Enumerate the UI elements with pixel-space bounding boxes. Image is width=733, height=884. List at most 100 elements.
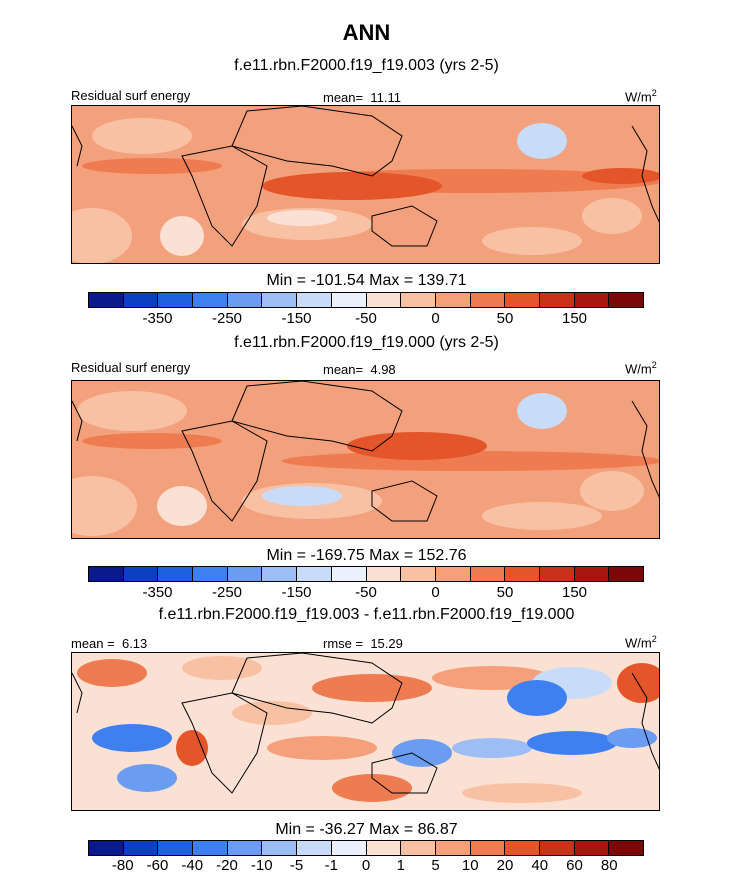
panel-3-colorbar-cell — [331, 841, 367, 855]
panel-2-colorbar-cell — [262, 567, 298, 581]
panel-3-rmse: rmse = 15.29 — [323, 636, 403, 651]
panel-1-colorbar-cell — [331, 293, 367, 307]
panel-2-colorbar-cell — [158, 567, 194, 581]
panel-2-colorbar-cell — [331, 567, 367, 581]
panel-1-units: W/m2 — [625, 88, 657, 105]
panel-2-title: f.e11.rbn.F2000.f19_f19.000 (yrs 2-5) — [234, 334, 499, 351]
panel-2-colorbar-label: 150 — [561, 584, 588, 601]
panel-2-units: W/m2 — [625, 360, 657, 377]
panel-3-colorbar-labels: -80 -60 -40 -20 -10 -5 -1 0 1 5 10 20 40 60 80 — [88, 857, 644, 875]
panel-3-colorbar-cell — [505, 841, 540, 855]
panel-1-mean: mean= 11.11 — [323, 90, 401, 105]
panel-3-colorbar — [88, 840, 644, 856]
panel-3-colorbar-cell — [609, 841, 643, 855]
panel-1-colorbar-cell — [262, 293, 298, 307]
panel-1-colorbar-label: -250 — [211, 310, 243, 327]
panel-3-colorbar-label: 20 — [496, 857, 514, 874]
panel-2-colorbar-label: -150 — [281, 584, 312, 601]
panel-3-colorbar-label: 60 — [566, 857, 583, 874]
panel-1-colorbar-cell — [89, 293, 124, 307]
panel-1-colorbar-label: -50 — [355, 310, 377, 327]
panel-3-map-svg — [72, 653, 659, 810]
panel-1-colorbar — [88, 292, 644, 308]
panel-2-map — [71, 380, 660, 539]
panel-1-colorbar-cell — [574, 293, 610, 307]
panel-3-colorbar-label: -60 — [146, 857, 169, 874]
panel-1-colorbar-cell — [158, 293, 194, 307]
panel-1-colorbar-cell — [401, 293, 436, 307]
panel-3-colorbar-cell — [401, 841, 436, 855]
panel-1-colorbar-label: 150 — [561, 310, 588, 327]
panel-3-colorbar-label: -40 — [181, 857, 204, 874]
panel-3-minmax: Min = -36.27 Max = 86.87 — [275, 821, 458, 838]
panel-2-colorbar-cell — [401, 567, 436, 581]
panel-1-colorbar-labels: -350 -250 -150 -50 0 50 150 — [88, 310, 644, 328]
panel-3-title: f.e11.rbn.F2000.f19_f19.003 - f.e11.rbn.… — [158, 606, 575, 623]
panel-2-colorbar-cell — [366, 567, 402, 581]
panel-2-colorbar-cell — [470, 567, 506, 581]
panel-3-colorbar-label: -10 — [250, 857, 273, 874]
panel-3-colorbar-label: -5 — [289, 857, 304, 874]
panel-1-colorbar-cell — [435, 293, 471, 307]
panel-1-variable-label: Residual surf energy — [71, 88, 191, 103]
panel-1-map — [71, 105, 660, 264]
panel-2-colorbar-cell — [435, 567, 471, 581]
panel-1-colorbar-cell — [539, 293, 575, 307]
panel-3-colorbar-cell — [262, 841, 298, 855]
panel-1-title: f.e11.rbn.F2000.f19_f19.003 (yrs 2-5) — [234, 57, 499, 74]
panel-1-colorbar-cell — [193, 293, 228, 307]
panel-3-colorbar-cell — [193, 841, 228, 855]
panel-3-map — [71, 652, 660, 811]
panel-3-colorbar-cell — [366, 841, 402, 855]
panel-2-colorbar-label: 50 — [496, 584, 514, 601]
panel-2-colorbar-label: -350 — [142, 584, 173, 601]
panel-2-colorbar-cell — [609, 567, 643, 581]
panel-2-minmax: Min = -169.75 Max = 152.76 — [266, 547, 467, 564]
panel-3-colorbar-cell — [539, 841, 575, 855]
panel-2-colorbar-labels: -350 -250 -150 -50 0 50 150 — [88, 584, 644, 602]
panel-2-colorbar-cell — [539, 567, 575, 581]
panel-3-colorbar-label: -1 — [324, 857, 338, 874]
panel-2-variable-label: Residual surf energy — [71, 360, 191, 375]
panel-3-colorbar-label: 80 — [600, 857, 618, 874]
panel-3-colorbar-cell — [470, 841, 506, 855]
panel-3-colorbar-cell — [158, 841, 194, 855]
panel-2-colorbar-cell — [89, 567, 124, 581]
panel-1-colorbar-label: 0 — [431, 310, 440, 327]
panel-1-colorbar-label: -350 — [142, 310, 173, 327]
panel-1-colorbar-cell — [227, 293, 263, 307]
panel-2-colorbar-label: -250 — [211, 584, 243, 601]
panel-1-colorbar-cell — [505, 293, 540, 307]
panel-1-colorbar-cell — [609, 293, 643, 307]
panel-3-colorbar-label: -20 — [216, 857, 238, 874]
panel-3-colorbar-label: 5 — [431, 857, 440, 874]
panel-3-colorbar-label: 1 — [396, 857, 405, 874]
panel-1-colorbar-label: 50 — [496, 310, 514, 327]
panel-3-colorbar-cell — [123, 841, 159, 855]
panel-2-colorbar-cell — [123, 567, 159, 581]
panel-1-colorbar-cell — [366, 293, 402, 307]
panel-3-colorbar-label: -80 — [111, 857, 134, 874]
panel-3-colorbar-label: 10 — [461, 857, 479, 874]
panel-3-colorbar-cell — [227, 841, 263, 855]
panel-2-mean: mean= 4.98 — [323, 362, 396, 377]
panel-2-colorbar-label: -50 — [355, 584, 377, 601]
panel-3-units: W/m2 — [625, 634, 657, 651]
panel-3-colorbar-label: 40 — [531, 857, 549, 874]
panel-2-colorbar-cell — [505, 567, 540, 581]
panel-2-colorbar — [88, 566, 644, 582]
panel-1-colorbar-label: -150 — [281, 310, 312, 327]
panel-2-colorbar-cell — [193, 567, 228, 581]
panel-2-colorbar-cell — [297, 567, 332, 581]
panel-1-colorbar-cell — [123, 293, 159, 307]
panel-3-mean: mean = 6.13 — [71, 636, 148, 651]
panel-1-colorbar-cell — [470, 293, 506, 307]
panel-3-colorbar-cell — [89, 841, 124, 855]
panel-1-colorbar-cell — [297, 293, 332, 307]
panel-3-colorbar-cell — [297, 841, 332, 855]
panel-2-colorbar-cell — [574, 567, 610, 581]
panel-2-map-svg — [72, 381, 659, 538]
panel-2-colorbar-label: 0 — [431, 584, 440, 601]
panel-1-minmax: Min = -101.54 Max = 139.71 — [266, 272, 467, 289]
panel-1-map-svg — [72, 106, 659, 263]
